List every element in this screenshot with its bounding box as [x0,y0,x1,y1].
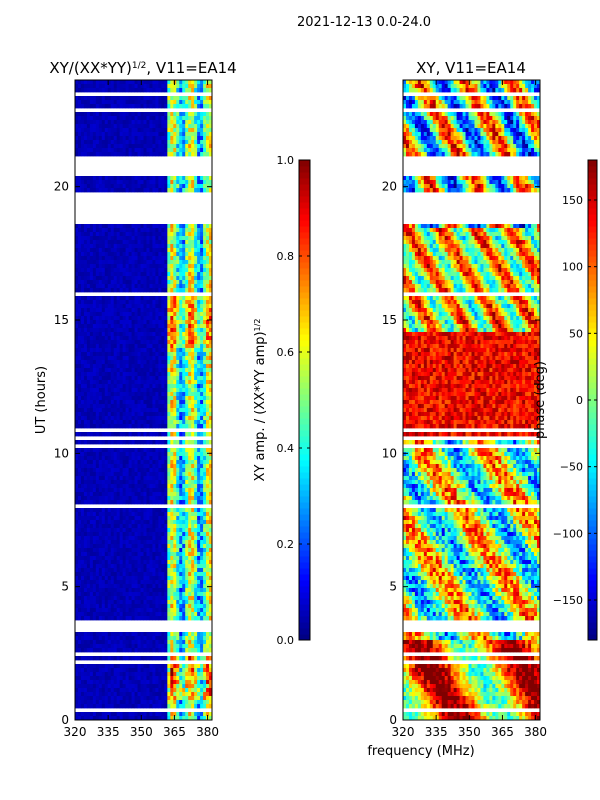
colorbar-tick-label: 150 [562,194,583,207]
amplitude-title: XY/(XX*YY)1/2, V11=EA14 [49,59,236,77]
phase-heatmap [403,80,541,721]
y-tick-label: 20 [382,180,397,194]
phase-y-axis: 0 5 10 15 20 [382,180,540,727]
phase-colorbar-ticks: −150 −100 −50 0 50 100 150 [553,194,597,607]
y-tick-label: 0 [61,713,69,727]
colorbar-tick-label: −100 [553,527,583,540]
amplitude-colorbar: 0.0 0.2 0.4 0.6 0.8 1.0 XY amp. / (XX*YY amp)… [253,154,311,647]
colorbar-tick-label: 0.0 [277,634,295,647]
amplitude-frame [74,79,213,721]
amplitude-y-axis: 0 5 10 15 20 [54,180,212,727]
phase-colorbar: −150 −100 −50 0 50 100 150 phase (deg) [533,159,598,641]
colorbar-tick-label: 0 [576,394,583,407]
x-tick-label: 335 [97,725,120,739]
amplitude-colorbar-ticks: 0.0 0.2 0.4 0.6 0.8 1.0 [277,154,310,647]
colorbar-tick-label: −50 [560,461,583,474]
shared-xlabel: frequency (MHz) [367,744,474,759]
colorbar-tick-label: 1.0 [277,154,295,167]
x-tick-label: 365 [163,725,186,739]
phase-title: XY, V11=EA14 [416,59,526,77]
phase-colorbar-label: phase (deg) [533,361,548,439]
colorbar-tick-label: 100 [562,261,583,274]
phase-frame [402,79,541,721]
colorbar-tick-label: 0.4 [277,442,295,455]
colorbar-tick-label: −150 [553,594,583,607]
colorbar-tick-label: 0.6 [277,346,295,359]
y-tick-label: 10 [54,446,69,460]
x-tick-label: 350 [458,725,481,739]
phase-x-axis: 320 335 350 365 380 [392,80,547,739]
y-tick-label: 0 [389,713,397,727]
x-tick-label: 380 [524,725,547,739]
amplitude-ylabel: UT (hours) [34,366,49,434]
y-tick-label: 15 [54,313,69,327]
amplitude-colorbar-label: XY amp. / (XX*YY amp)1/2 [253,319,269,482]
amplitude-x-axis: 320 335 350 365 380 [64,80,219,739]
colorbar-tick-label: 0.2 [277,538,295,551]
y-tick-label: 10 [382,446,397,460]
colorbar-tick-label: 0.8 [277,250,295,263]
x-tick-label: 320 [64,725,87,739]
phase-panel: XY, V11=EA14 320 335 350 365 380 0 5 10 15 20 [382,59,547,739]
y-tick-label: 5 [61,580,69,594]
x-tick-label: 350 [130,725,153,739]
amplitude-heatmap [75,80,213,721]
y-tick-label: 20 [54,180,69,194]
suptitle: 2021-12-13 0.0-24.0 [297,15,431,30]
y-tick-label: 5 [389,580,397,594]
x-tick-label: 335 [425,725,448,739]
y-tick-label: 15 [382,313,397,327]
x-tick-label: 365 [491,725,514,739]
x-tick-label: 380 [196,725,219,739]
colorbar-tick-label: 50 [569,327,583,340]
x-tick-label: 320 [392,725,415,739]
amplitude-panel: XY/(XX*YY)1/2, V11=EA14 320 335 350 365 380 … [34,59,237,739]
